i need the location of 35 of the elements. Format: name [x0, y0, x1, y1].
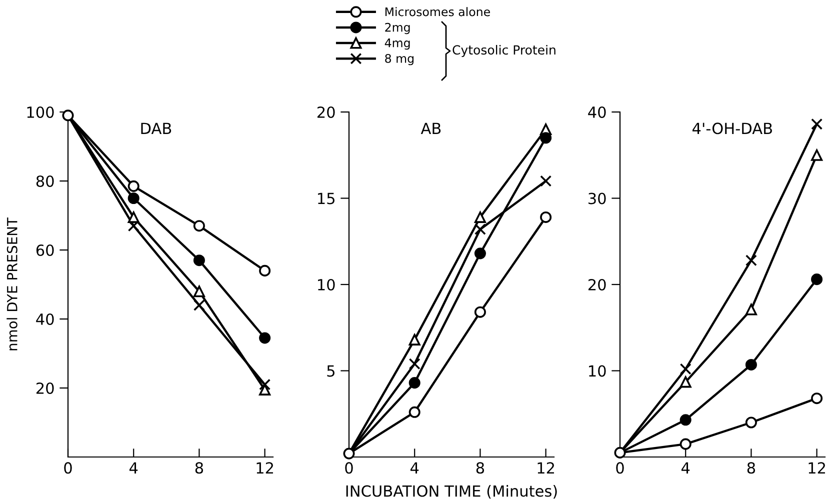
y-tick-label: 10	[589, 365, 606, 377]
y-tick-label: 40	[588, 106, 606, 118]
y-tick-label: 5	[327, 365, 334, 377]
text: Cytosolic Protein	[452, 44, 556, 58]
x-tick-label: 0	[616, 462, 624, 474]
x-tick-label: 12	[256, 462, 273, 474]
legend-label: 2mg	[385, 22, 410, 34]
x-tick-label: 0	[64, 462, 72, 474]
y-tick-label: 15	[318, 192, 334, 204]
y-tick-label: 80	[36, 175, 54, 188]
text: 4'-OH-DAB	[692, 122, 772, 134]
x-tick-label: 8	[195, 462, 204, 474]
x-tick-label: 4	[410, 462, 419, 474]
y-tick-label: 20	[317, 106, 335, 118]
y-tick-label: 40	[36, 313, 54, 326]
legend-label: Microsomes alone	[385, 7, 490, 16]
x-tick-label: 0	[345, 462, 353, 474]
y-tick-label: 60	[36, 244, 54, 256]
y-tick-label: 20	[588, 278, 606, 291]
y-tick-label: 10	[318, 278, 335, 291]
x-tick-label: 4	[681, 462, 690, 474]
x-axis-title: INCUBATION TIME (Minutes)	[346, 484, 557, 499]
text: AB	[420, 122, 441, 134]
y-axis-title: nmol DYE PRESENT	[6, 217, 18, 350]
y-tick-label: 30	[588, 192, 606, 204]
legend-label: 4mg	[384, 38, 410, 50]
y-tick-label: 100	[27, 106, 54, 118]
x-tick-label: 4	[129, 462, 138, 474]
x-tick-label: 8	[747, 462, 756, 474]
legend-label: 8 mg	[385, 54, 414, 66]
x-tick-label: 12	[808, 462, 825, 474]
x-tick-label: 12	[538, 462, 554, 474]
y-tick-label: 20	[36, 382, 54, 394]
text: DAB	[141, 122, 172, 134]
x-tick-label: 8	[476, 462, 484, 474]
